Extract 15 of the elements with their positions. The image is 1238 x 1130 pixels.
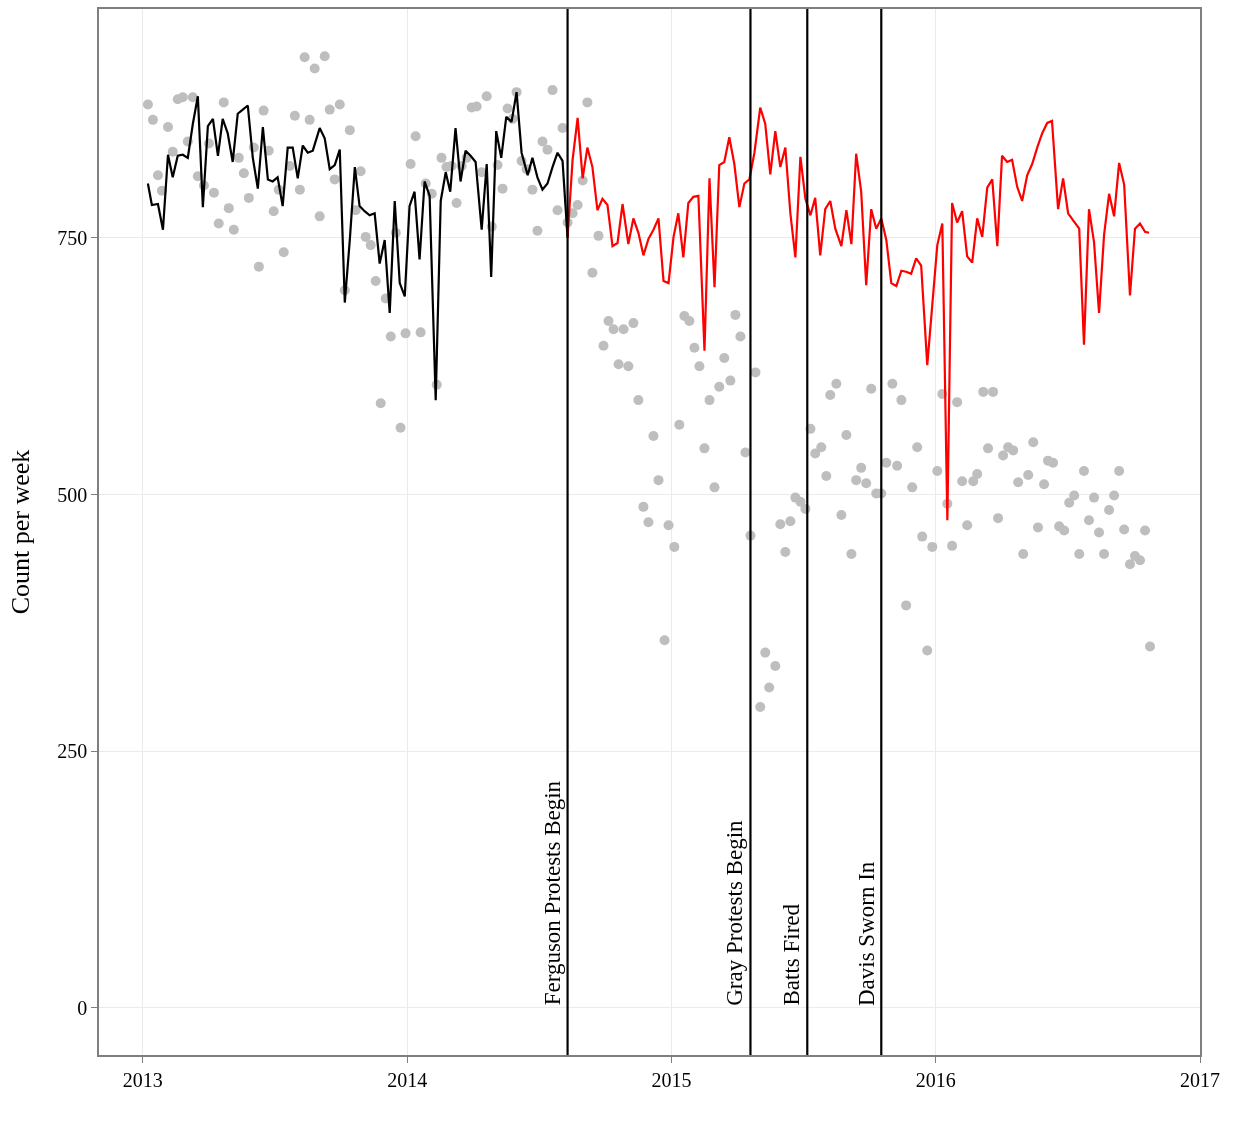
y-tick-label: 750 xyxy=(57,226,88,249)
x-tick-label: 2013 xyxy=(122,1068,163,1091)
x-tick-label: 2017 xyxy=(1180,1068,1220,1091)
line-series xyxy=(566,106,1151,522)
y-tick-label: 0 xyxy=(77,996,88,1019)
y-axis-title: Count per week xyxy=(6,449,36,615)
ref-line-label: Gray Protests Begin xyxy=(722,819,748,1006)
x-tick-label: 2014 xyxy=(387,1068,428,1091)
ref-line-label: Batts Fired xyxy=(779,903,804,1006)
y-tick-label: 500 xyxy=(57,483,88,506)
ref-line-label: Davis Sworn In xyxy=(853,861,879,1007)
x-tick-label: 2015 xyxy=(651,1068,692,1091)
y-tick-label: 250 xyxy=(57,740,88,763)
ref-line-label: Ferguson Protests Begin xyxy=(539,780,565,1006)
x-tick-label: 2016 xyxy=(915,1068,956,1091)
